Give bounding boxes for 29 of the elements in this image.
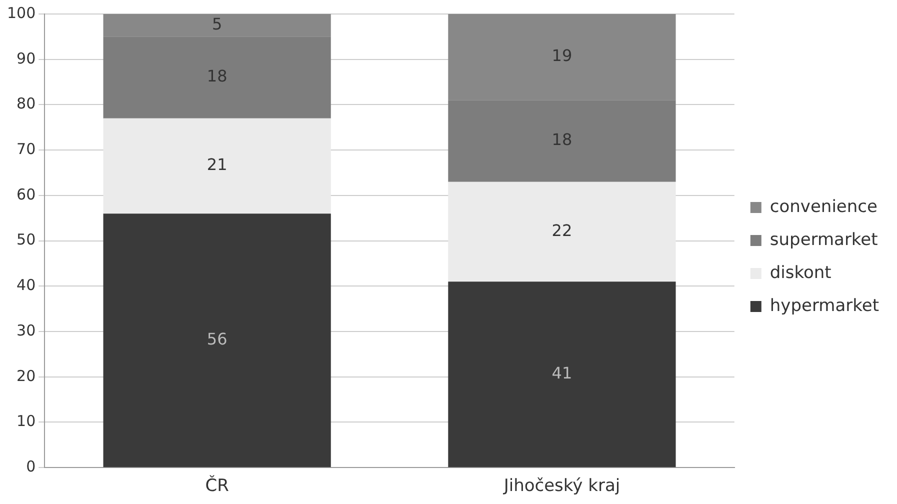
legend-label: diskont xyxy=(770,262,832,283)
data-label: 5 xyxy=(212,14,222,34)
y-tick-label: 60 xyxy=(16,185,36,204)
data-label: 18 xyxy=(552,130,572,150)
x-tick-label: Jihočeský kraj xyxy=(502,476,620,496)
legend-label: supermarket xyxy=(770,230,878,250)
y-tick-label: 0 xyxy=(26,457,36,476)
data-label: 56 xyxy=(206,330,228,348)
bar xyxy=(448,182,676,282)
y-tick-label: 10 xyxy=(16,412,36,430)
data-label: 18 xyxy=(206,66,228,86)
y-tick-label: 100 xyxy=(6,4,36,22)
y-tick-label: 30 xyxy=(16,321,36,340)
bar xyxy=(103,118,331,214)
y-tick-label: 80 xyxy=(16,94,36,113)
legend-label: hypermarket xyxy=(770,296,880,316)
data-label: 22 xyxy=(552,220,572,240)
y-tick-label: 50 xyxy=(16,230,36,249)
bar xyxy=(448,282,676,468)
y-tick-label: 20 xyxy=(16,366,36,385)
data-label: 41 xyxy=(552,364,572,383)
data-label: 19 xyxy=(552,46,572,66)
x-tick-label: ČR xyxy=(205,475,230,496)
legend-label: convenience xyxy=(770,196,878,217)
y-tick-label: 40 xyxy=(16,276,36,294)
bar xyxy=(103,214,331,468)
data-label: 21 xyxy=(206,155,228,174)
y-tick-label: 70 xyxy=(16,140,36,158)
y-tick-label: 90 xyxy=(16,49,36,68)
